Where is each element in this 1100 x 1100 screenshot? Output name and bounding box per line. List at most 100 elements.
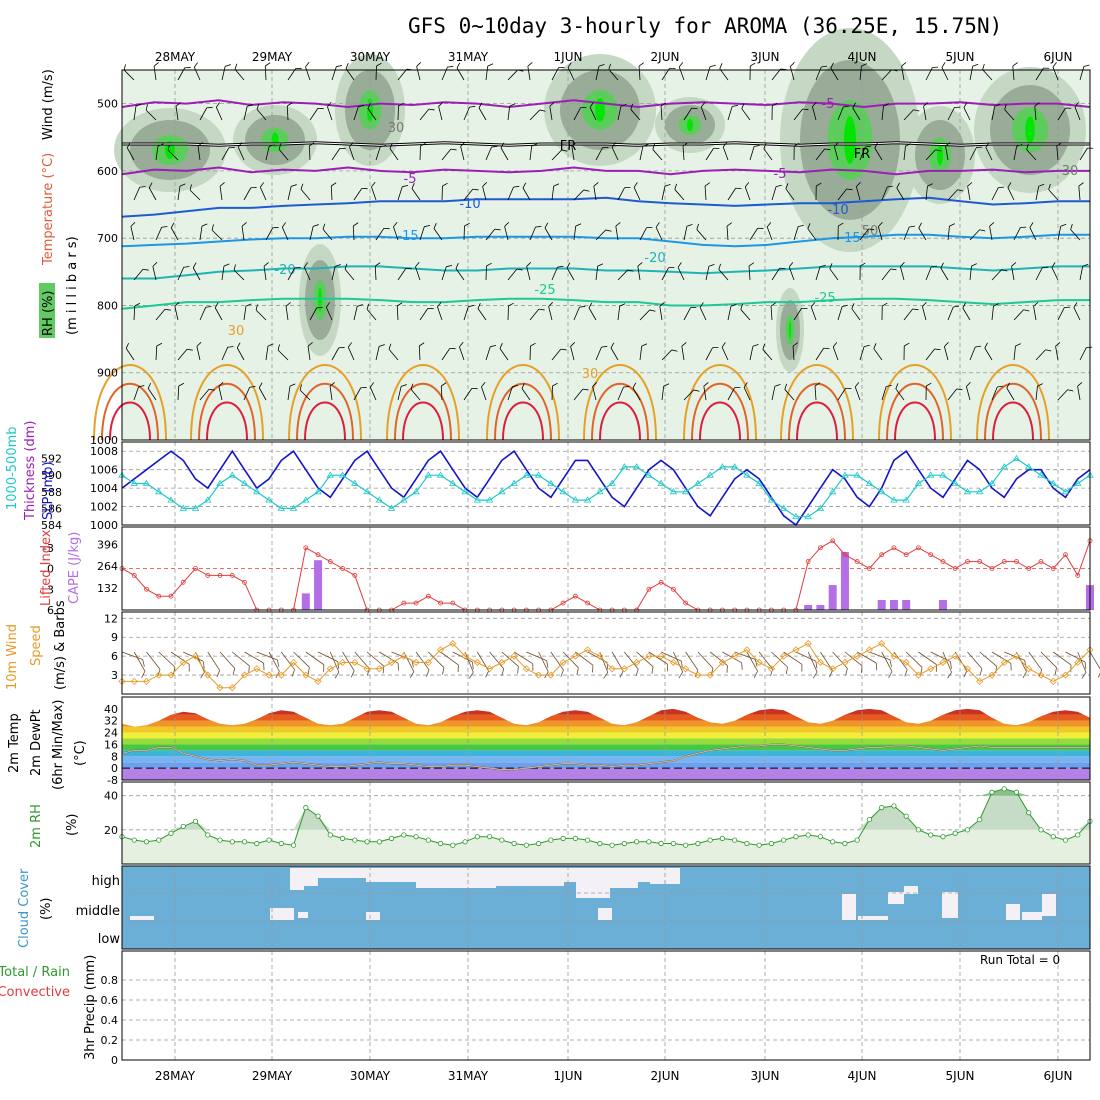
date-label-top: 4JUN <box>848 50 877 64</box>
wind-barb-shaft <box>947 388 957 401</box>
wind-barb-shaft <box>947 226 950 241</box>
wind-barb-flag <box>975 345 982 348</box>
wind-barb <box>659 302 665 321</box>
rh2m-point <box>376 839 382 845</box>
wind-barb <box>278 143 289 161</box>
wind-barb <box>719 63 729 81</box>
rh2m-point <box>437 840 444 847</box>
wind-barb-shaft <box>639 309 651 321</box>
wind10-barb <box>1053 651 1072 673</box>
wind-barb <box>499 343 509 361</box>
wind10-barb <box>207 651 221 678</box>
wind-barb <box>221 263 230 281</box>
wind-barb <box>1077 382 1083 401</box>
rh-blob-core <box>318 288 322 312</box>
wind-barb-shaft <box>815 148 825 161</box>
wind10-barb-flag <box>741 662 743 670</box>
wind-barb-shaft <box>175 106 179 121</box>
wind-barb-shaft <box>925 149 936 161</box>
wind-barb-shaft <box>1079 347 1087 361</box>
lifted-index-point <box>1001 559 1007 564</box>
wind-barb <box>478 102 487 121</box>
wind-barb-shaft <box>683 307 691 321</box>
wind-barb-flag <box>944 342 949 347</box>
lifted-index-point <box>168 593 174 599</box>
rh2m-point <box>474 834 480 840</box>
wind-barb <box>815 264 826 281</box>
wind-barb-flag <box>419 342 425 347</box>
wind-speed-point <box>963 665 972 673</box>
wind-speed-point <box>510 652 518 660</box>
pressure-tick: 800 <box>97 299 118 312</box>
wind10-barb-flag <box>397 663 399 671</box>
wind-barb-flag <box>655 222 660 228</box>
wind-barb-flag <box>331 182 337 187</box>
wind-barb-shaft <box>617 187 625 201</box>
wind-barb <box>639 226 653 241</box>
wind-barb <box>218 382 224 401</box>
rh2m-point <box>597 840 603 847</box>
wind10-barb-shaft <box>219 651 236 669</box>
wind-barb-flag <box>447 65 454 68</box>
wind-barb-flag <box>998 186 1005 188</box>
wind-barb-shaft <box>793 226 799 241</box>
thickness-point <box>473 496 482 503</box>
wind10-barb-shaft <box>244 651 264 664</box>
wind-barb-shaft <box>147 388 157 401</box>
date-label-top: 2JUN <box>651 50 680 64</box>
wind-barb <box>411 183 421 201</box>
wind-barb-flag <box>941 62 946 68</box>
wind-barb-flag <box>984 342 988 349</box>
wind10-barb-flag <box>812 671 818 679</box>
wind-tick: 3 <box>111 669 118 682</box>
date-label-top: 5JUN <box>946 50 975 64</box>
thickness-point <box>1037 471 1045 478</box>
wind-barb-shaft <box>661 267 669 281</box>
wind-barb <box>455 263 465 281</box>
wind-barb-shaft <box>749 146 755 161</box>
wind-barb <box>233 264 245 281</box>
wind-barb <box>214 302 223 321</box>
wind-barb-flag <box>313 224 319 227</box>
rh2m-point <box>866 816 873 823</box>
wind-barb <box>1035 349 1052 361</box>
wind10-label-2: Speed <box>29 625 44 666</box>
wind10-barb <box>158 651 176 675</box>
wind-barb-shaft <box>969 147 977 161</box>
wind-barb-flag <box>167 144 170 151</box>
wind-barb-flag <box>437 302 442 308</box>
rh2m-frame <box>121 781 1091 865</box>
wind10-barb-shaft <box>685 651 699 671</box>
wind-barb-shaft <box>617 106 622 121</box>
wind-barb-flag <box>885 384 892 387</box>
wind-barb <box>615 222 621 241</box>
wind-barb <box>397 102 404 121</box>
wind-barb-shaft <box>309 108 319 121</box>
wind-barb-flag <box>201 223 208 227</box>
wind-barb-shaft <box>286 105 289 121</box>
wind-barb-flag <box>1052 62 1057 68</box>
wind-barb-flag <box>890 268 897 271</box>
lifted-index-point <box>867 566 872 571</box>
wind-barb-shaft <box>344 269 355 281</box>
lifted-index-point <box>131 573 137 578</box>
wind-barb <box>211 224 223 241</box>
wind-barb-shaft <box>455 268 465 281</box>
wind-barb <box>571 142 577 161</box>
wind-barb-shaft <box>192 267 201 281</box>
wind-barb-flag <box>909 225 916 228</box>
thickness-point <box>706 471 714 478</box>
wind-barb-shaft <box>367 108 377 121</box>
wind-barb <box>1034 102 1040 121</box>
wind-barb-shaft <box>573 388 584 401</box>
wind-barb-shaft <box>940 267 949 281</box>
wind-barb-flag <box>597 263 604 267</box>
wind-barb-flag <box>307 342 313 347</box>
wind-barb-shaft <box>700 106 707 121</box>
wind-barb-flag <box>923 102 929 107</box>
rh2m-point <box>928 832 934 838</box>
date-label-bottom: 29MAY <box>252 1069 293 1083</box>
wind-barb-shaft <box>727 387 735 401</box>
wind-barb-shaft <box>353 188 363 201</box>
